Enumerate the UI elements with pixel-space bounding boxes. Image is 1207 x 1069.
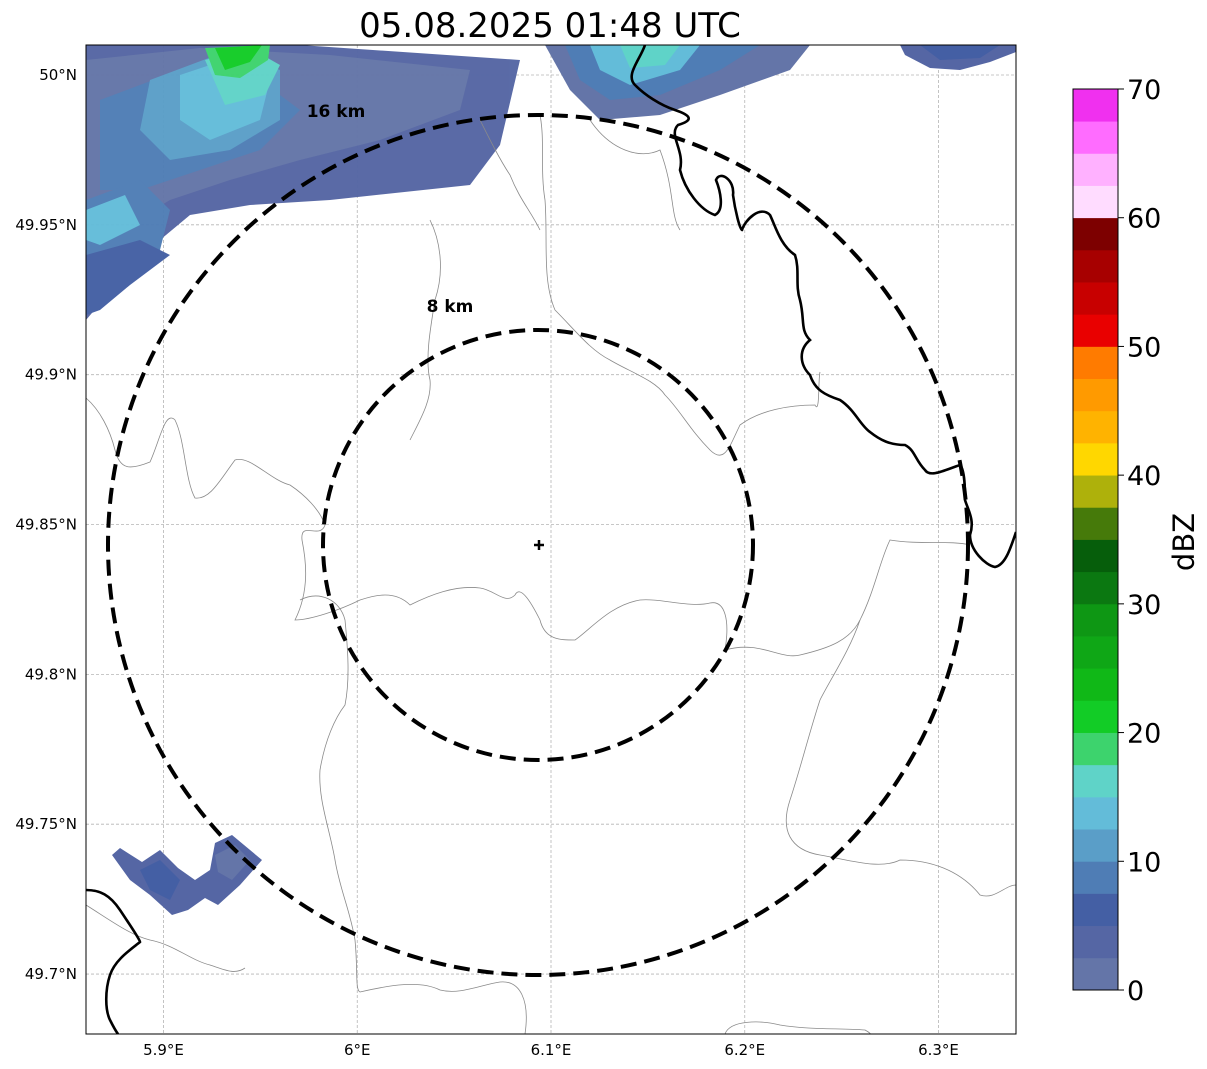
colorbar-bin: [1073, 153, 1118, 186]
colorbar-bin: [1073, 700, 1118, 733]
colorbar-tick-label: 50: [1127, 332, 1161, 363]
x-tick-label: 6.3°E: [918, 1041, 959, 1059]
y-tick-label: 49.75°N: [15, 815, 77, 833]
border-line: [724, 1021, 871, 1034]
map-frame: [85, 44, 1017, 1035]
echo-patch: [140, 860, 180, 900]
colorbar-bin: [1073, 861, 1118, 894]
border-line: [299, 595, 527, 1034]
border-line: [479, 119, 541, 231]
echo-region-north-west: [86, 45, 520, 320]
admin-borders: [86, 114, 1016, 1034]
colorbar-bin: [1073, 314, 1118, 347]
range-ring-16km: [106, 113, 970, 977]
colorbar-bin: [1073, 378, 1118, 412]
border-line: [409, 219, 441, 441]
echo-region-north-center: [545, 45, 810, 120]
echo-patch: [620, 45, 680, 68]
colorbar-tick-label: 20: [1127, 719, 1161, 750]
river-line: [86, 888, 142, 1034]
x-axis-ticks: 5.9°E 6°E 6.1°E 6.2°E 6.3°E: [143, 1041, 959, 1059]
echo-patch: [86, 195, 140, 245]
y-tick-label: 49.9°N: [25, 366, 77, 384]
colorbar-bin: [1073, 249, 1118, 283]
y-tick-label: 49.85°N: [15, 516, 77, 534]
border-line: [86, 904, 246, 972]
colorbar-bin: [1073, 89, 1118, 122]
colorbar-bin: [1073, 217, 1118, 251]
echo-region-south-west: [112, 835, 262, 915]
colorbar-bin: [1073, 475, 1118, 508]
colorbar-bin: [1073, 410, 1118, 444]
y-tick-label: 49.8°N: [25, 665, 77, 683]
echo-patch: [86, 240, 170, 315]
colorbar-tick-label: 40: [1127, 461, 1161, 492]
map-area: 8 km 16 km: [86, 45, 1016, 1034]
border-line: [86, 397, 728, 651]
colorbar-frame: [1072, 88, 1119, 991]
colorbar-tick-label: 10: [1127, 847, 1161, 878]
colorbar-bin: [1073, 668, 1118, 701]
range-ring-8km: [321, 328, 755, 762]
colorbar-bin: [1073, 764, 1118, 798]
colorbar-bin: [1073, 442, 1118, 476]
colorbar-tick-label: 60: [1127, 204, 1161, 235]
x-tick-label: 6.1°E: [531, 1041, 572, 1059]
y-tick-label: 49.7°N: [25, 965, 77, 983]
range-ring-8km-label: 8 km: [427, 297, 474, 317]
colorbar-bin: [1073, 185, 1118, 219]
colorbar-bin: [1073, 636, 1118, 669]
colorbar-bin: [1073, 796, 1118, 830]
y-tick-label: 50°N: [39, 66, 77, 84]
x-tick-label: 6.2°E: [724, 1041, 765, 1059]
colorbar-bin: [1073, 925, 1118, 959]
colorbar-bin: [1073, 282, 1118, 315]
colorbar-label: dBZ: [1167, 513, 1201, 571]
echo-patch: [920, 45, 1000, 60]
colorbar-bins: [1073, 89, 1118, 991]
colorbar-bin: [1073, 539, 1118, 573]
colorbar-tick-label: 30: [1127, 590, 1161, 621]
colorbar-bin: [1073, 893, 1118, 927]
radar-site-marker: [534, 540, 544, 550]
colorbar-tick-label: 70: [1127, 75, 1161, 106]
border-line: [724, 539, 971, 657]
x-tick-label: 5.9°E: [143, 1041, 184, 1059]
echo-region-north-east: [900, 45, 1016, 70]
colorbar-bin: [1073, 603, 1118, 637]
border-line: [785, 619, 1016, 897]
colorbar: 0 10 20 30 40 50 60 70 dBZ: [1072, 75, 1201, 1007]
colorbar-bin: [1073, 957, 1118, 991]
colorbar-bin: [1073, 346, 1118, 380]
colorbar-bin: [1073, 829, 1118, 862]
colorbar-bin: [1073, 507, 1118, 540]
colorbar-bin: [1073, 121, 1118, 154]
range-rings: 8 km 16 km: [106, 102, 970, 977]
x-tick-label: 6°E: [344, 1041, 371, 1059]
echo-patch: [215, 845, 250, 880]
y-axis-ticks: 50°N 49.95°N 49.9°N 49.85°N 49.8°N 49.75°N 49.…: [15, 66, 77, 983]
range-ring-16km-label: 16 km: [307, 102, 366, 122]
map-title: 05.08.2025 01:48 UTC: [359, 6, 741, 46]
border-line: [589, 119, 681, 231]
echo-patch: [215, 45, 262, 70]
y-tick-label: 49.95°N: [15, 216, 77, 234]
colorbar-ticks: 0 10 20 30 40 50 60 70: [1118, 75, 1161, 1007]
colorbar-tick-label: 0: [1127, 976, 1144, 1007]
colorbar-bin: [1073, 732, 1118, 766]
colorbar-bin: [1073, 571, 1118, 605]
border-line: [539, 114, 821, 456]
